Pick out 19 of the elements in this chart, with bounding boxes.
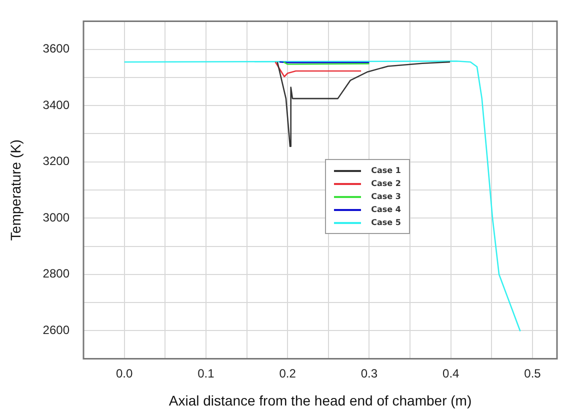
y-tick-label: 3000: [42, 210, 70, 224]
legend-label: Case 3: [371, 192, 401, 202]
y-tick-label: 2600: [42, 322, 70, 337]
x-tick-label: 0.1: [198, 366, 215, 380]
legend-label: Case 4: [371, 205, 401, 214]
x-tick-label: 0.2: [279, 366, 296, 380]
legend-label: Case 2: [371, 179, 401, 188]
x-tick-label: 0.3: [360, 366, 378, 380]
y-tick-label: 3200: [42, 154, 70, 168]
y-tick-label: 3400: [42, 98, 70, 112]
x-tick-label: 0.5: [524, 366, 542, 380]
y-tick-label: 3600: [42, 42, 70, 56]
x-tick-label: 0.0: [116, 366, 133, 380]
x-tick-label: 0.4: [442, 366, 460, 380]
y-axis-title: Temperature (K): [7, 139, 24, 241]
legend-label: Case 5: [371, 218, 401, 228]
y-tick-label: 2800: [42, 266, 70, 281]
legend-label: Case 1: [371, 166, 401, 176]
x-axis-title: Axial distance from the head end of chamber (m): [168, 392, 472, 408]
